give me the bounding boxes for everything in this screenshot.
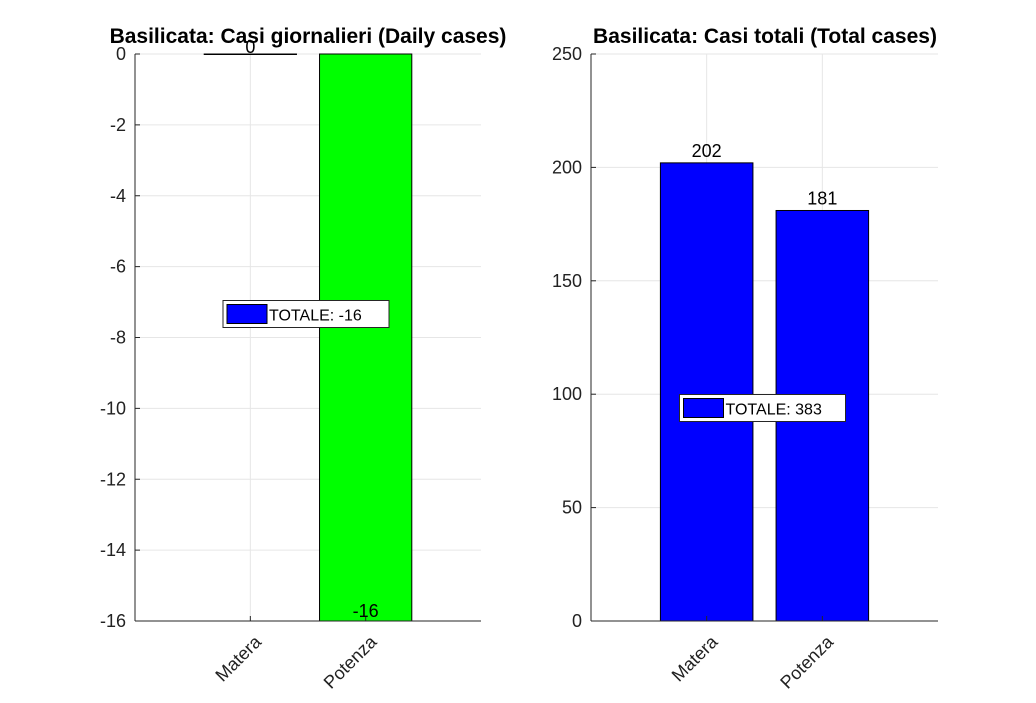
chart-title: Basilicata: Casi totali (Total cases) bbox=[593, 25, 937, 48]
legend: TOTALE: 383 bbox=[679, 394, 846, 422]
bar-potenza bbox=[319, 53, 413, 622]
x-tick-label-potenza: Potenza bbox=[776, 631, 838, 693]
y-tick-label: -2 bbox=[110, 115, 126, 135]
bar-matera bbox=[203, 53, 297, 55]
y-tick-label: 0 bbox=[572, 611, 582, 631]
x-tick-label-matera: Matera bbox=[211, 631, 265, 685]
data-label: 181 bbox=[807, 188, 837, 208]
daily-cases-chart: 0 -2 -4 -6 -8 -10 -12 -14 -16 Matera Potenza 0 -16 Ba… bbox=[100, 25, 506, 693]
y-tick-label: 100 bbox=[552, 384, 582, 404]
y-tick-label: -12 bbox=[100, 469, 126, 489]
y-tick-label: 200 bbox=[552, 157, 582, 177]
legend-label: TOTALE: -16 bbox=[269, 308, 362, 325]
data-label: 0 bbox=[245, 37, 255, 57]
y-tick-label: -10 bbox=[100, 398, 126, 418]
chart-title: Basilicata: Casi giornalieri (Daily case… bbox=[110, 25, 507, 48]
y-tick-label: -16 bbox=[100, 611, 126, 631]
legend-swatch bbox=[683, 398, 724, 418]
data-label: -16 bbox=[353, 601, 379, 621]
y-tick-label: -14 bbox=[100, 540, 126, 560]
y-tick-label: -4 bbox=[110, 186, 126, 206]
legend-label: TOTALE: 383 bbox=[726, 402, 822, 419]
bar-matera bbox=[659, 162, 754, 622]
y-tick-label: 250 bbox=[552, 44, 582, 64]
y-tick-label: 0 bbox=[116, 44, 126, 64]
total-cases-chart: 0 50 100 150 200 250 Matera Potenza 202 181 Basili… bbox=[552, 25, 938, 693]
legend: TOTALE: -16 bbox=[222, 300, 390, 328]
legend-swatch bbox=[226, 304, 268, 324]
y-tick-label: 50 bbox=[562, 498, 582, 518]
y-tick-label: -6 bbox=[110, 257, 126, 277]
y-tick-label: -8 bbox=[110, 328, 126, 348]
x-tick-label-matera: Matera bbox=[668, 631, 722, 685]
data-label: 202 bbox=[692, 141, 722, 161]
y-tick-label: 150 bbox=[552, 271, 582, 291]
x-tick-label-potenza: Potenza bbox=[320, 631, 382, 693]
